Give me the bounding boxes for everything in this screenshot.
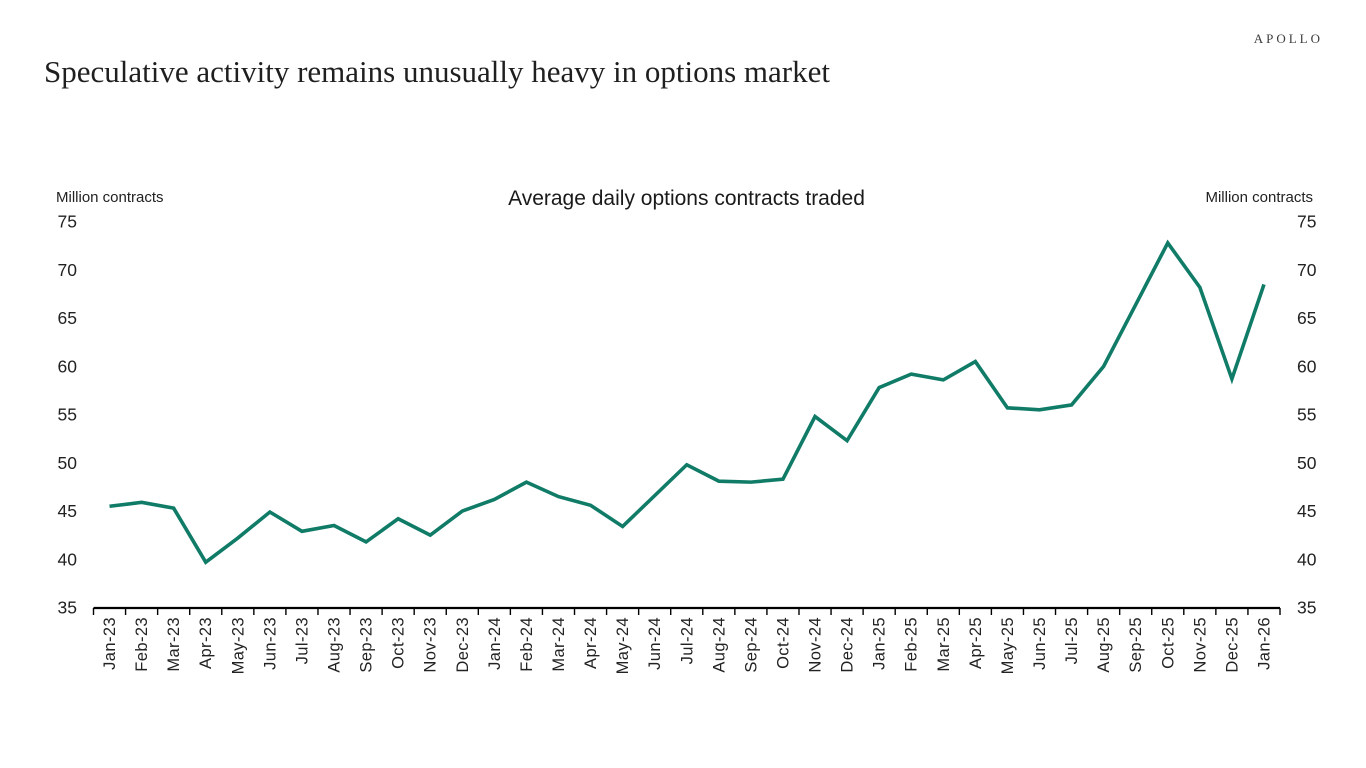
y-axis-tick-label-right: 50 [1297, 453, 1317, 473]
x-axis-tick-label: Jan-26 [1255, 617, 1273, 670]
x-axis-tick-label: Jun-25 [1031, 617, 1049, 670]
y-axis-tick-label-right: 75 [1297, 212, 1316, 232]
y-axis-tick-label-left: 35 [58, 598, 77, 618]
y-axis-tick-label-left: 50 [58, 453, 78, 473]
y-axis-tick-label-left: 60 [58, 356, 78, 376]
x-axis-tick-label: Oct-25 [1159, 617, 1177, 669]
x-axis-tick-label: Feb-24 [518, 617, 536, 672]
x-axis-tick-label: Mar-25 [935, 617, 953, 672]
x-axis-tick-label: Jun-23 [261, 617, 279, 670]
x-axis-tick-label: Oct-24 [774, 617, 792, 669]
y-axis-tick-label-left: 65 [58, 308, 77, 328]
y-axis-tick-label-left: 75 [58, 212, 77, 232]
y-axis-tick-label-right: 65 [1297, 308, 1316, 328]
x-axis-tick-label: Nov-25 [1191, 617, 1209, 673]
y-axis-tick-label-left: 40 [58, 549, 78, 569]
data-line [109, 239, 1266, 565]
x-axis-tick-label: Sep-23 [358, 617, 376, 673]
x-axis-tick-label: Sep-25 [1127, 617, 1145, 673]
x-axis-tick-label: Jun-24 [646, 617, 664, 670]
y-axis-tick-label-right: 45 [1297, 501, 1316, 521]
x-axis-tick-label: Feb-25 [903, 617, 921, 672]
x-axis-tick-label: Feb-23 [133, 617, 151, 672]
y-axis-tick-label-right: 55 [1297, 405, 1316, 425]
chart-title: Average daily options contracts traded [508, 187, 865, 210]
x-axis-tick-label: Jan-25 [871, 617, 889, 670]
x-axis-tick-label: Jul-24 [678, 617, 696, 664]
x-axis-tick-label: Jan-23 [101, 617, 119, 670]
x-axis-tick-label: May-23 [229, 617, 247, 674]
x-axis-tick-label: Aug-23 [326, 617, 344, 673]
x-axis-tick-label: Dec-23 [454, 617, 472, 673]
y-axis-tick-label-left: 70 [58, 260, 78, 280]
y-axis-tick-label-left: 45 [58, 501, 77, 521]
x-axis-tick-label: Apr-23 [197, 617, 215, 669]
x-axis-tick-label: May-25 [999, 617, 1017, 674]
x-axis-tick-label: Aug-25 [1095, 617, 1113, 673]
x-axis-tick-label: Apr-24 [582, 617, 600, 669]
y-axis-tick-label-right: 60 [1297, 356, 1317, 376]
x-axis-tick-label: Jul-25 [1063, 617, 1081, 664]
x-axis-tick-label: Dec-24 [839, 617, 857, 673]
apollo-logo: APOLLO [1253, 31, 1323, 46]
x-axis-tick-label: Dec-25 [1223, 617, 1241, 673]
y-axis-tick-label-right: 35 [1297, 598, 1316, 618]
x-axis-tick-label: Jan-24 [486, 617, 504, 670]
x-axis-tick-label: Sep-24 [742, 617, 760, 673]
y-axis-tick-label-left: 55 [58, 405, 77, 425]
x-axis-tick-label: Jul-23 [293, 617, 311, 664]
y-axis-tick-label-right: 40 [1297, 549, 1317, 569]
y-axis-unit-label-left: Million contracts [56, 189, 164, 206]
y-axis-tick-label-right: 70 [1297, 260, 1317, 280]
x-axis-tick-label: Nov-23 [422, 617, 440, 673]
page-title: Speculative activity remains unusually h… [44, 54, 831, 89]
x-axis-tick-label: Apr-25 [967, 617, 985, 669]
x-axis-tick-label: Mar-23 [165, 617, 183, 672]
x-axis-tick-label: Nov-24 [807, 617, 825, 673]
x-axis-tick-label: Oct-23 [390, 617, 408, 669]
x-axis-tick-label: Mar-24 [550, 617, 568, 672]
x-axis-tick-label: Aug-24 [710, 617, 728, 673]
x-axis-tick-label: May-24 [614, 617, 632, 674]
y-axis-unit-label-right: Million contracts [1205, 189, 1313, 206]
